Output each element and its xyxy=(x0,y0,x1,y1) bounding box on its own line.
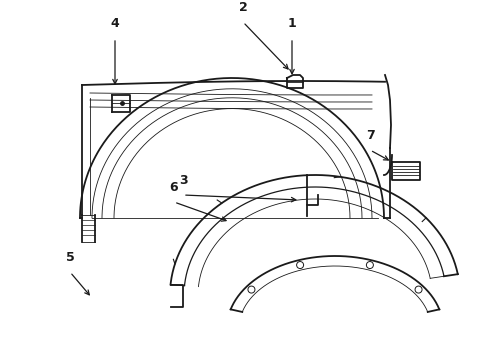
Text: 2: 2 xyxy=(239,1,247,14)
Text: 7: 7 xyxy=(366,129,374,142)
Text: 5: 5 xyxy=(66,251,74,264)
Text: 4: 4 xyxy=(111,17,120,30)
Text: 6: 6 xyxy=(170,181,178,194)
Text: 3: 3 xyxy=(179,174,187,187)
Text: 1: 1 xyxy=(288,17,296,30)
